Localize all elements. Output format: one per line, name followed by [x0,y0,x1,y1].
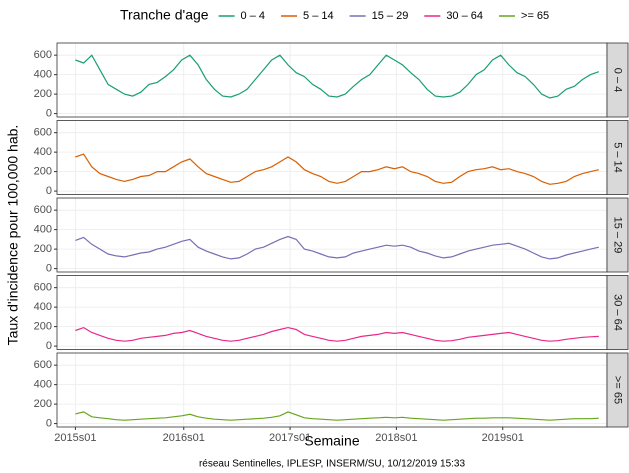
series-line [75,153,599,185]
strip-label: 30 – 64 [612,294,624,331]
y-tick-label: 0 [46,185,52,197]
panel [57,353,607,427]
y-tick-label: 0 [46,417,52,429]
y-tick-label: 600 [34,282,52,294]
legend-label: 30 – 64 [446,10,483,22]
y-tick-label: 600 [34,49,52,61]
legend-label: >= 65 [521,10,549,22]
strip [606,42,629,118]
legend-title: Tranche d'age [120,7,209,23]
series-line [75,411,599,421]
x-tick-label: 2016s01 [163,432,205,444]
strip-label: 5 – 14 [612,142,624,173]
strip [606,197,629,273]
x-tick-label: 2017s01 [269,432,311,444]
panel [57,43,607,117]
y-tick-label: 600 [34,204,52,216]
y-tick-label: 200 [34,321,52,333]
y-tick-label: 0 [46,262,52,274]
panel [57,198,607,272]
x-tick-label: 2019s01 [482,432,524,444]
x-axis-label: Semaine [304,433,359,449]
series-line [75,235,599,260]
x-tick-label: 2018s01 [375,432,417,444]
y-tick-label: 600 [34,359,52,371]
strip [606,352,629,428]
caption: réseau Sentinelles, IPLESP, INSERM/SU, 1… [199,459,466,470]
y-tick-label: 600 [34,127,52,139]
strip-label: >= 65 [612,376,624,404]
y-axis-label: Taux d'incidence pour 100,000 hab. [5,125,21,346]
panel [57,120,607,195]
legend-label: 15 – 29 [372,10,409,22]
legend-label: 5 – 14 [303,10,334,22]
y-tick-label: 400 [34,69,52,81]
y-tick-label: 200 [34,398,52,410]
strip-label: 15 – 29 [612,217,624,254]
y-tick-label: 0 [46,340,52,352]
strip [606,120,629,195]
x-tick-label: 2015s01 [54,432,96,444]
y-tick-label: 200 [34,88,52,100]
y-tick-label: 400 [34,301,52,313]
y-tick-label: 400 [34,224,52,236]
y-tick-label: 400 [34,379,52,391]
y-tick-label: 200 [34,166,52,178]
series-line [75,326,599,342]
strip [606,275,629,350]
strip-label: 0 – 4 [612,68,624,92]
y-tick-label: 200 [34,243,52,255]
y-tick-label: 0 [46,107,52,119]
series-line [75,54,600,99]
y-tick-label: 400 [34,146,52,158]
legend-label: 0 – 4 [241,10,265,22]
